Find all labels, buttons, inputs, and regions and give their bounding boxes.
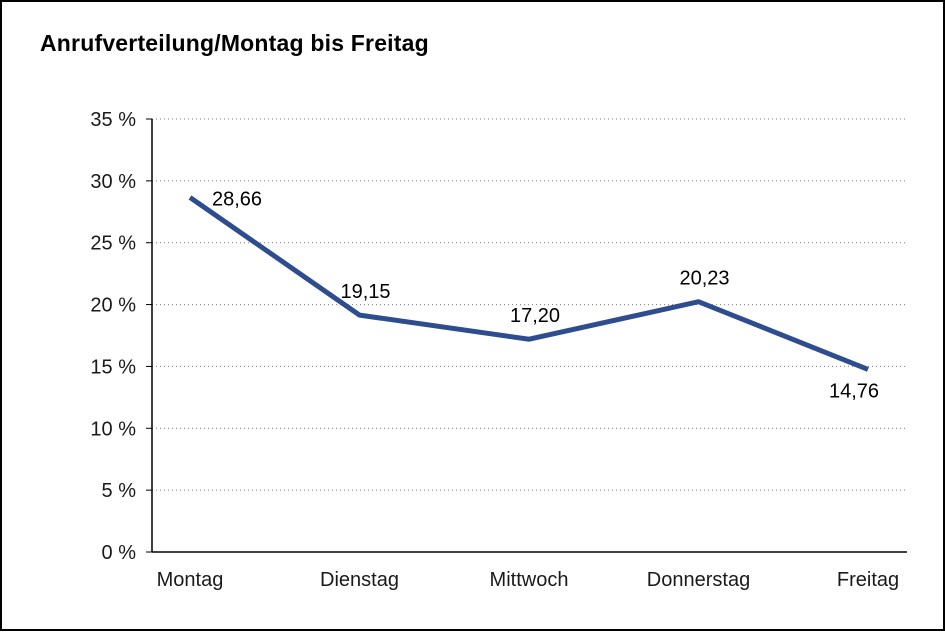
y-tick-label: 25 % — [90, 233, 136, 255]
y-tick-label: 10 % — [90, 418, 136, 440]
x-category-label: Freitag — [837, 569, 899, 591]
data-value-label: 28,66 — [212, 188, 262, 210]
y-tick-label: 35 % — [90, 109, 136, 131]
x-category-label: Montag — [157, 569, 224, 591]
data-value-label: 14,76 — [829, 380, 879, 402]
data-value-label: 19,15 — [340, 281, 390, 303]
chart-title: Anrufverteilung/Montag bis Freitag — [40, 30, 429, 56]
y-tick-label: 0 % — [102, 542, 137, 564]
x-category-label: Dienstag — [320, 569, 399, 591]
x-category-label: Donnerstag — [647, 569, 750, 591]
data-line — [188, 195, 869, 372]
y-tick-label: 20 % — [90, 295, 136, 317]
data-value-label: 17,20 — [510, 305, 560, 327]
y-tick-label: 5 % — [102, 480, 137, 502]
x-category-label: Mittwoch — [490, 569, 569, 591]
y-tick-label: 30 % — [90, 171, 136, 193]
y-tick-label: 15 % — [90, 356, 136, 378]
data-value-label: 20,23 — [679, 268, 729, 290]
